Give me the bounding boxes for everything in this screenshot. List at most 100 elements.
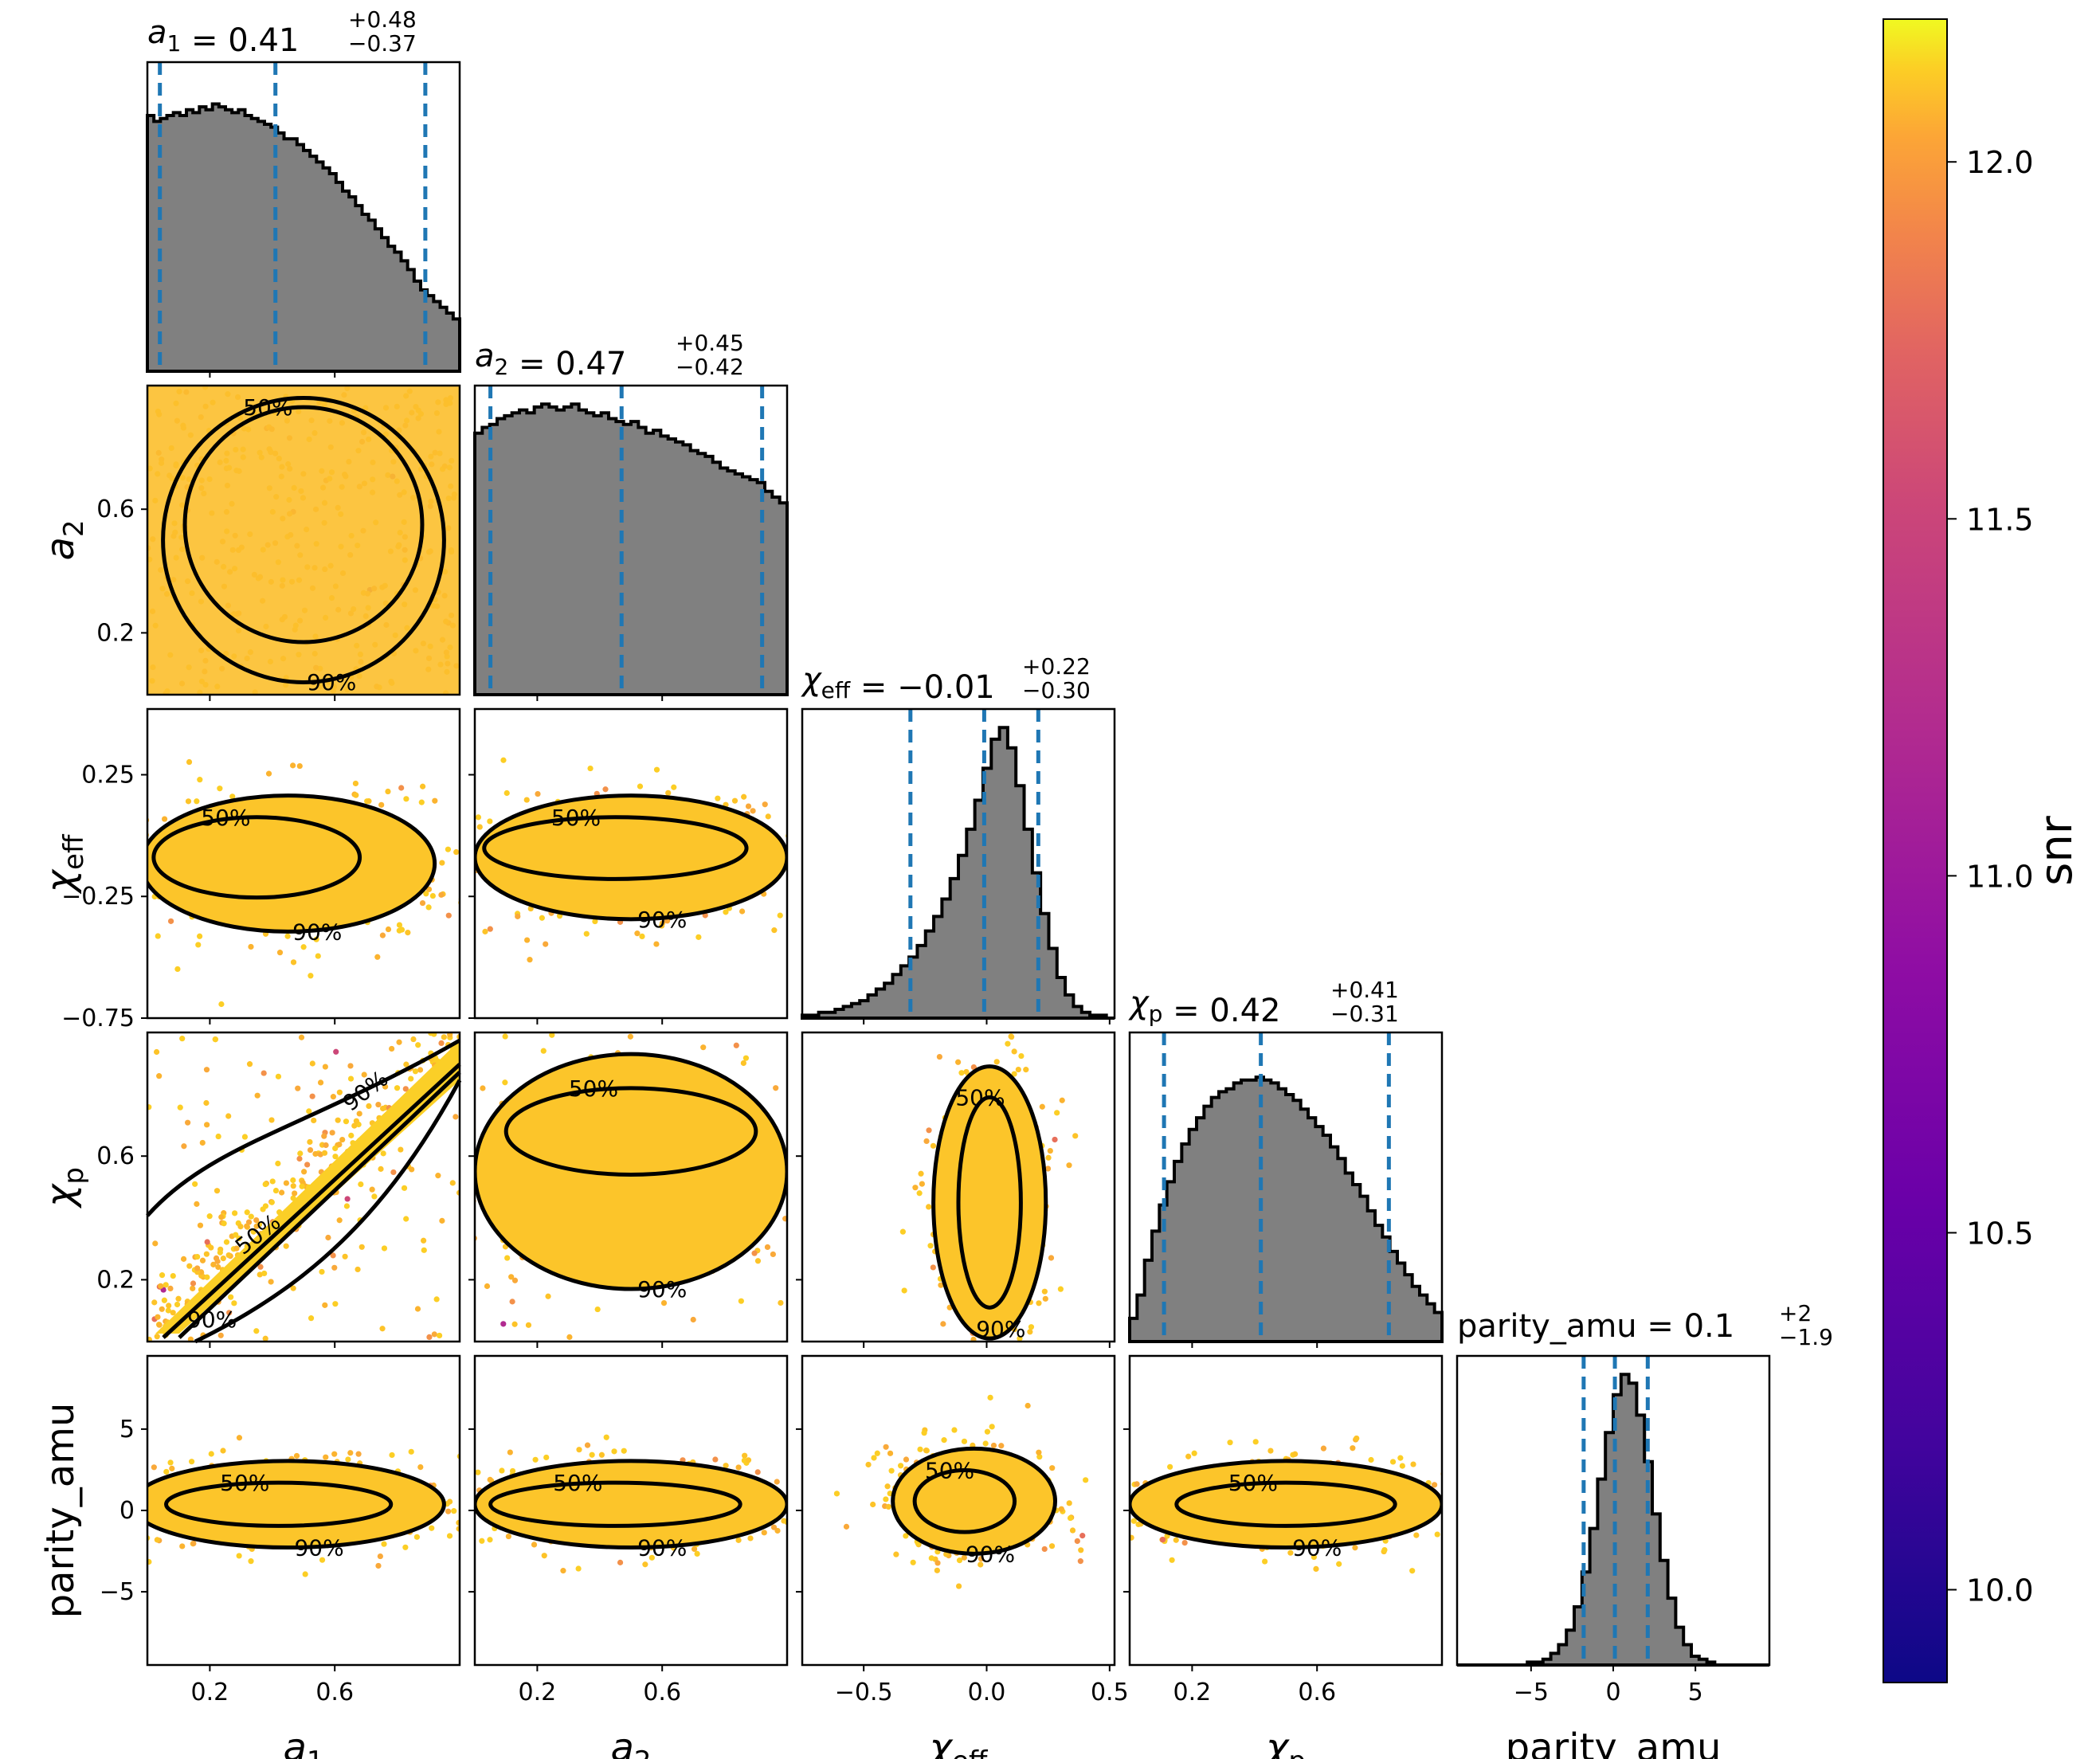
scatter-point (789, 1191, 794, 1197)
scatter-point (1057, 1286, 1064, 1292)
scatter-point (390, 1169, 397, 1176)
scatter-point (283, 1243, 289, 1249)
scatter-point (332, 1301, 339, 1307)
scatter-point (308, 1315, 315, 1322)
scatter-point (204, 1122, 210, 1128)
scatter-point (535, 790, 541, 797)
scatter-point (583, 930, 590, 937)
scatter-point (170, 1310, 176, 1316)
scatter-point (765, 813, 771, 820)
scatter-point (339, 1136, 346, 1143)
scatter-point (1397, 1455, 1404, 1461)
scatter-point (1227, 1440, 1233, 1446)
scatter-point (417, 1067, 424, 1073)
scatter-point (181, 1143, 187, 1150)
scatter-point (161, 816, 168, 822)
scatter-point (331, 1451, 338, 1457)
scatter-point (1252, 1439, 1259, 1445)
scatter-point (694, 1550, 700, 1557)
scatter-point (132, 816, 138, 821)
scatter-point (671, 784, 677, 790)
scatter-point (1074, 1484, 1079, 1490)
title-parity_amu: parity_amu = 0.1 (1457, 1308, 1734, 1345)
scatter-point (1025, 1402, 1031, 1409)
scatter-point (809, 814, 814, 820)
scatter-point (653, 766, 660, 773)
scatter-panel-a2-vs-chi_eff: 50% 90% (473, 707, 868, 1020)
scatter-points-a1-a2 (147, 386, 460, 695)
scatter-points-chi_eff-chi_p (899, 1026, 1079, 1362)
scatter-point (523, 797, 530, 803)
scatter-point (321, 1133, 327, 1139)
scatter-point (228, 1294, 234, 1300)
scatter-point (300, 1169, 308, 1175)
scatter-point (965, 1026, 970, 1032)
colorbar-tick-label: 10.5 (1966, 1216, 2034, 1251)
scatter-point (276, 950, 284, 956)
scatter-point (300, 944, 307, 950)
scatter-point (487, 818, 493, 825)
scatter-point (978, 1561, 984, 1568)
scatter-point (226, 1310, 233, 1316)
density-core (933, 1066, 1046, 1339)
scatter-point (793, 1059, 798, 1064)
scatter-point (268, 1199, 275, 1205)
scatter-point (403, 796, 409, 802)
scatter-point (1352, 1545, 1358, 1551)
scatter-point (1488, 1536, 1494, 1542)
scatter-point (543, 1454, 550, 1461)
contour-90 (475, 793, 787, 922)
scatter-point (1477, 1489, 1483, 1495)
scatter-point (308, 973, 314, 979)
scatter-point (194, 1201, 200, 1207)
contour-label-90: 90% (187, 1307, 237, 1333)
scatter-point (403, 1061, 409, 1068)
scatter-point (295, 1085, 301, 1091)
scatter-point (575, 1565, 582, 1572)
scatter-point (487, 1537, 493, 1543)
scatter-point (1048, 1529, 1053, 1534)
scatter-point (792, 1153, 797, 1158)
scatter-point (831, 1096, 836, 1102)
x-axis-label-a1: a1 (283, 1726, 323, 1759)
y-tick-label-chi_p: 0.6 (96, 1142, 135, 1170)
scatter-point (421, 1237, 427, 1244)
scatter-point (208, 1244, 214, 1251)
scatter-point (408, 1448, 414, 1455)
scatter-point (951, 1427, 958, 1433)
scatter-point (447, 1451, 453, 1456)
scatter-point (587, 1002, 593, 1008)
scatter-point (194, 798, 200, 805)
scatter-point (923, 1448, 930, 1454)
scatter-point (185, 798, 192, 805)
scatter-point (147, 1104, 152, 1111)
scatter-point (464, 1503, 470, 1509)
scatter-point (302, 1571, 308, 1577)
scatter-point (1069, 1527, 1076, 1534)
scatter-point (194, 1265, 201, 1271)
title-minus-a1: −0.37 (348, 30, 417, 57)
scatter-point (584, 1442, 591, 1448)
hist-panel-a2: a2 = 0.47 +0.45−0.42 (473, 330, 789, 696)
scatter-point (541, 1553, 547, 1559)
scatter-point (153, 1048, 160, 1056)
scatter-point (204, 1274, 210, 1280)
scatter-point (333, 1048, 339, 1055)
scatter-point (961, 1357, 966, 1362)
scatter-point (1036, 1300, 1042, 1307)
scatter-point (871, 1455, 877, 1461)
scatter-point (313, 936, 319, 942)
scatter-point (771, 927, 778, 934)
scatter-point (343, 1118, 350, 1125)
scatter-point (100, 1488, 105, 1494)
scatter-point (409, 1166, 415, 1173)
hist-panel-a1: a1 = 0.41 +0.48−0.37 (146, 6, 461, 373)
scatter-point (250, 1228, 257, 1235)
scatter-point (344, 1196, 351, 1202)
scatter-point (476, 824, 483, 830)
scatter-point (1434, 1531, 1440, 1538)
scatter-point (185, 1119, 191, 1126)
scatter-point (863, 883, 868, 888)
scatter-point (697, 1022, 703, 1028)
scatter-point (503, 789, 510, 797)
